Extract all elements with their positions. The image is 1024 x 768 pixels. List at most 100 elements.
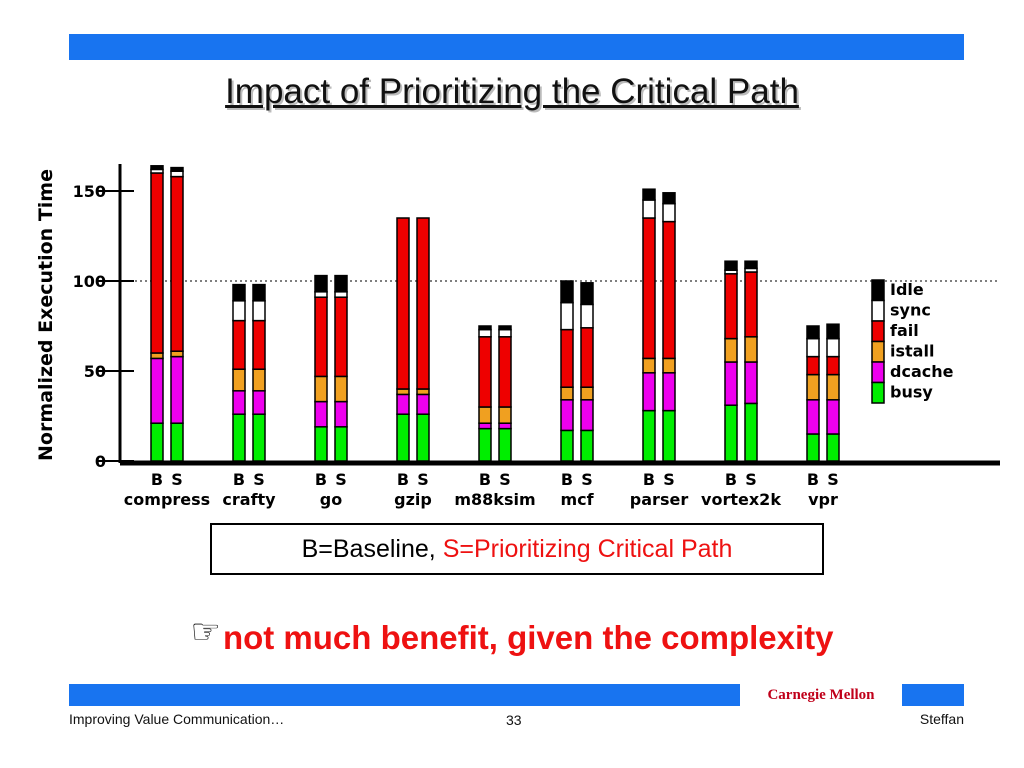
bar-parser-S-sync (662, 202, 676, 223)
bar-mcf-S-fail (580, 327, 594, 388)
bar-go-S-busy (334, 426, 348, 462)
bar-label-B: B (479, 470, 491, 489)
bar-label-S: S (335, 470, 347, 489)
bar-crafty-B-dcache (232, 390, 246, 415)
legend-label-fail: fail (890, 321, 919, 340)
bar-label-B: B (807, 470, 819, 489)
bar-label-S: S (581, 470, 593, 489)
bar-label-S: S (745, 470, 757, 489)
category-label-compress: compress (124, 490, 210, 509)
bar-compress-B-idle (150, 165, 164, 171)
bar-gzip-S-busy (416, 413, 430, 462)
y-tick-label: 50 (84, 362, 106, 381)
bar-m88ksim-B-sync (478, 328, 492, 338)
bar-mcf-B-istall (560, 386, 574, 401)
bar-gzip-B-busy (396, 413, 410, 462)
legend-swatch-sync (871, 299, 885, 322)
bar-m88ksim-S-fail (498, 336, 512, 408)
footer-title: Improving Value Communication… (69, 711, 285, 727)
bar-go-S-idle (334, 274, 348, 293)
bar-go-S-istall (334, 375, 348, 403)
page-number: 33 (506, 712, 522, 728)
bar-compress-S-sync (170, 170, 184, 178)
bar-vpr-B-idle (806, 325, 820, 340)
bar-crafty-B-fail (232, 319, 246, 370)
bar-m88ksim-S-istall (498, 406, 512, 424)
note-text: not much benefit, given the complexity (222, 619, 834, 656)
bar-go-S-fail (334, 296, 348, 378)
bar-vpr-B-busy (806, 433, 820, 462)
legend-swatch-idle (871, 279, 885, 302)
bar-crafty-S-sync (252, 300, 266, 322)
bar-m88ksim-B-fail (478, 336, 492, 408)
bar-compress-S-istall (170, 350, 184, 358)
brand-label: Carnegie Mellon (740, 684, 902, 706)
bar-vortex2k-S-busy (744, 402, 758, 462)
bar-crafty-S-dcache (252, 390, 266, 415)
bar-mcf-B-busy (560, 429, 574, 462)
bar-compress-B-busy (150, 422, 164, 462)
bar-parser-S-fail (662, 220, 676, 360)
bar-legend-box: B=Baseline, S=Prioritizing Critical Path (210, 523, 824, 575)
bar-gzip-B-fail (396, 217, 410, 390)
bar-parser-S-dcache (662, 372, 676, 412)
category-label-go: go (320, 490, 342, 509)
bar-vpr-B-sync (806, 337, 820, 358)
bar-vpr-B-fail (806, 355, 820, 376)
bar-label-S: S (253, 470, 265, 489)
category-label-parser: parser (630, 490, 689, 509)
bar-mcf-S-sync (580, 303, 594, 329)
bar-vortex2k-S-idle (744, 260, 758, 270)
bar-parser-B-istall (642, 357, 656, 374)
bar-mcf-B-dcache (560, 399, 574, 432)
legend-label-istall: istall (890, 342, 934, 361)
bar-label-B: B (315, 470, 327, 489)
y-tick-label: 100 (73, 272, 106, 291)
legend-swatch-dcache (871, 361, 885, 384)
bar-label-B: B (643, 470, 655, 489)
bar-label-B: B (725, 470, 737, 489)
legend-label-busy: busy (890, 383, 933, 402)
bar-go-B-busy (314, 426, 328, 462)
bar-vpr-S-fail (826, 355, 840, 376)
bar-m88ksim-B-busy (478, 427, 492, 462)
bar-mcf-S-busy (580, 429, 594, 462)
footer-author: Steffan (919, 711, 964, 727)
slide-title: Impact of Prioritizing the Critical Path (225, 72, 799, 111)
bar-vortex2k-B-dcache (724, 361, 738, 406)
bar-compress-S-idle (170, 166, 184, 172)
bar-label-S: S (417, 470, 429, 489)
bar-mcf-B-sync (560, 301, 574, 331)
bar-compress-S-dcache (170, 355, 184, 424)
category-label-crafty: crafty (222, 490, 276, 509)
bar-label-S: S (663, 470, 675, 489)
bar-vpr-S-idle (826, 323, 840, 340)
bar-gzip-S-dcache (416, 393, 430, 415)
bar-mcf-S-idle (580, 282, 594, 306)
bar-gzip-S-fail (416, 217, 430, 390)
bar-go-B-istall (314, 375, 328, 403)
bar-vpr-S-busy (826, 433, 840, 462)
bar-crafty-S-busy (252, 413, 266, 462)
bar-label-S: S (827, 470, 839, 489)
bar-go-S-dcache (334, 400, 348, 428)
bar-compress-S-busy (170, 422, 184, 462)
bar-go-B-sync (314, 291, 328, 298)
bar-m88ksim-S-dcache (498, 422, 512, 430)
legend-swatch-busy (871, 381, 885, 404)
bar-parser-B-busy (642, 409, 656, 462)
y-tick-label: 150 (73, 182, 106, 201)
bar-vpr-B-istall (806, 373, 820, 401)
bar-parser-B-dcache (642, 372, 656, 412)
bar-m88ksim-B-dcache (478, 422, 492, 430)
bar-crafty-B-sync (232, 300, 246, 322)
bar-compress-B-fail (150, 172, 164, 354)
bar-m88ksim-B-istall (478, 406, 492, 424)
bar-crafty-S-istall (252, 368, 266, 392)
bar-label-B: B (151, 470, 163, 489)
bar-label-S: S (171, 470, 183, 489)
bar-go-B-dcache (314, 400, 328, 428)
category-label-vortex2k: vortex2k (701, 490, 781, 509)
bar-crafty-B-idle (232, 283, 246, 302)
